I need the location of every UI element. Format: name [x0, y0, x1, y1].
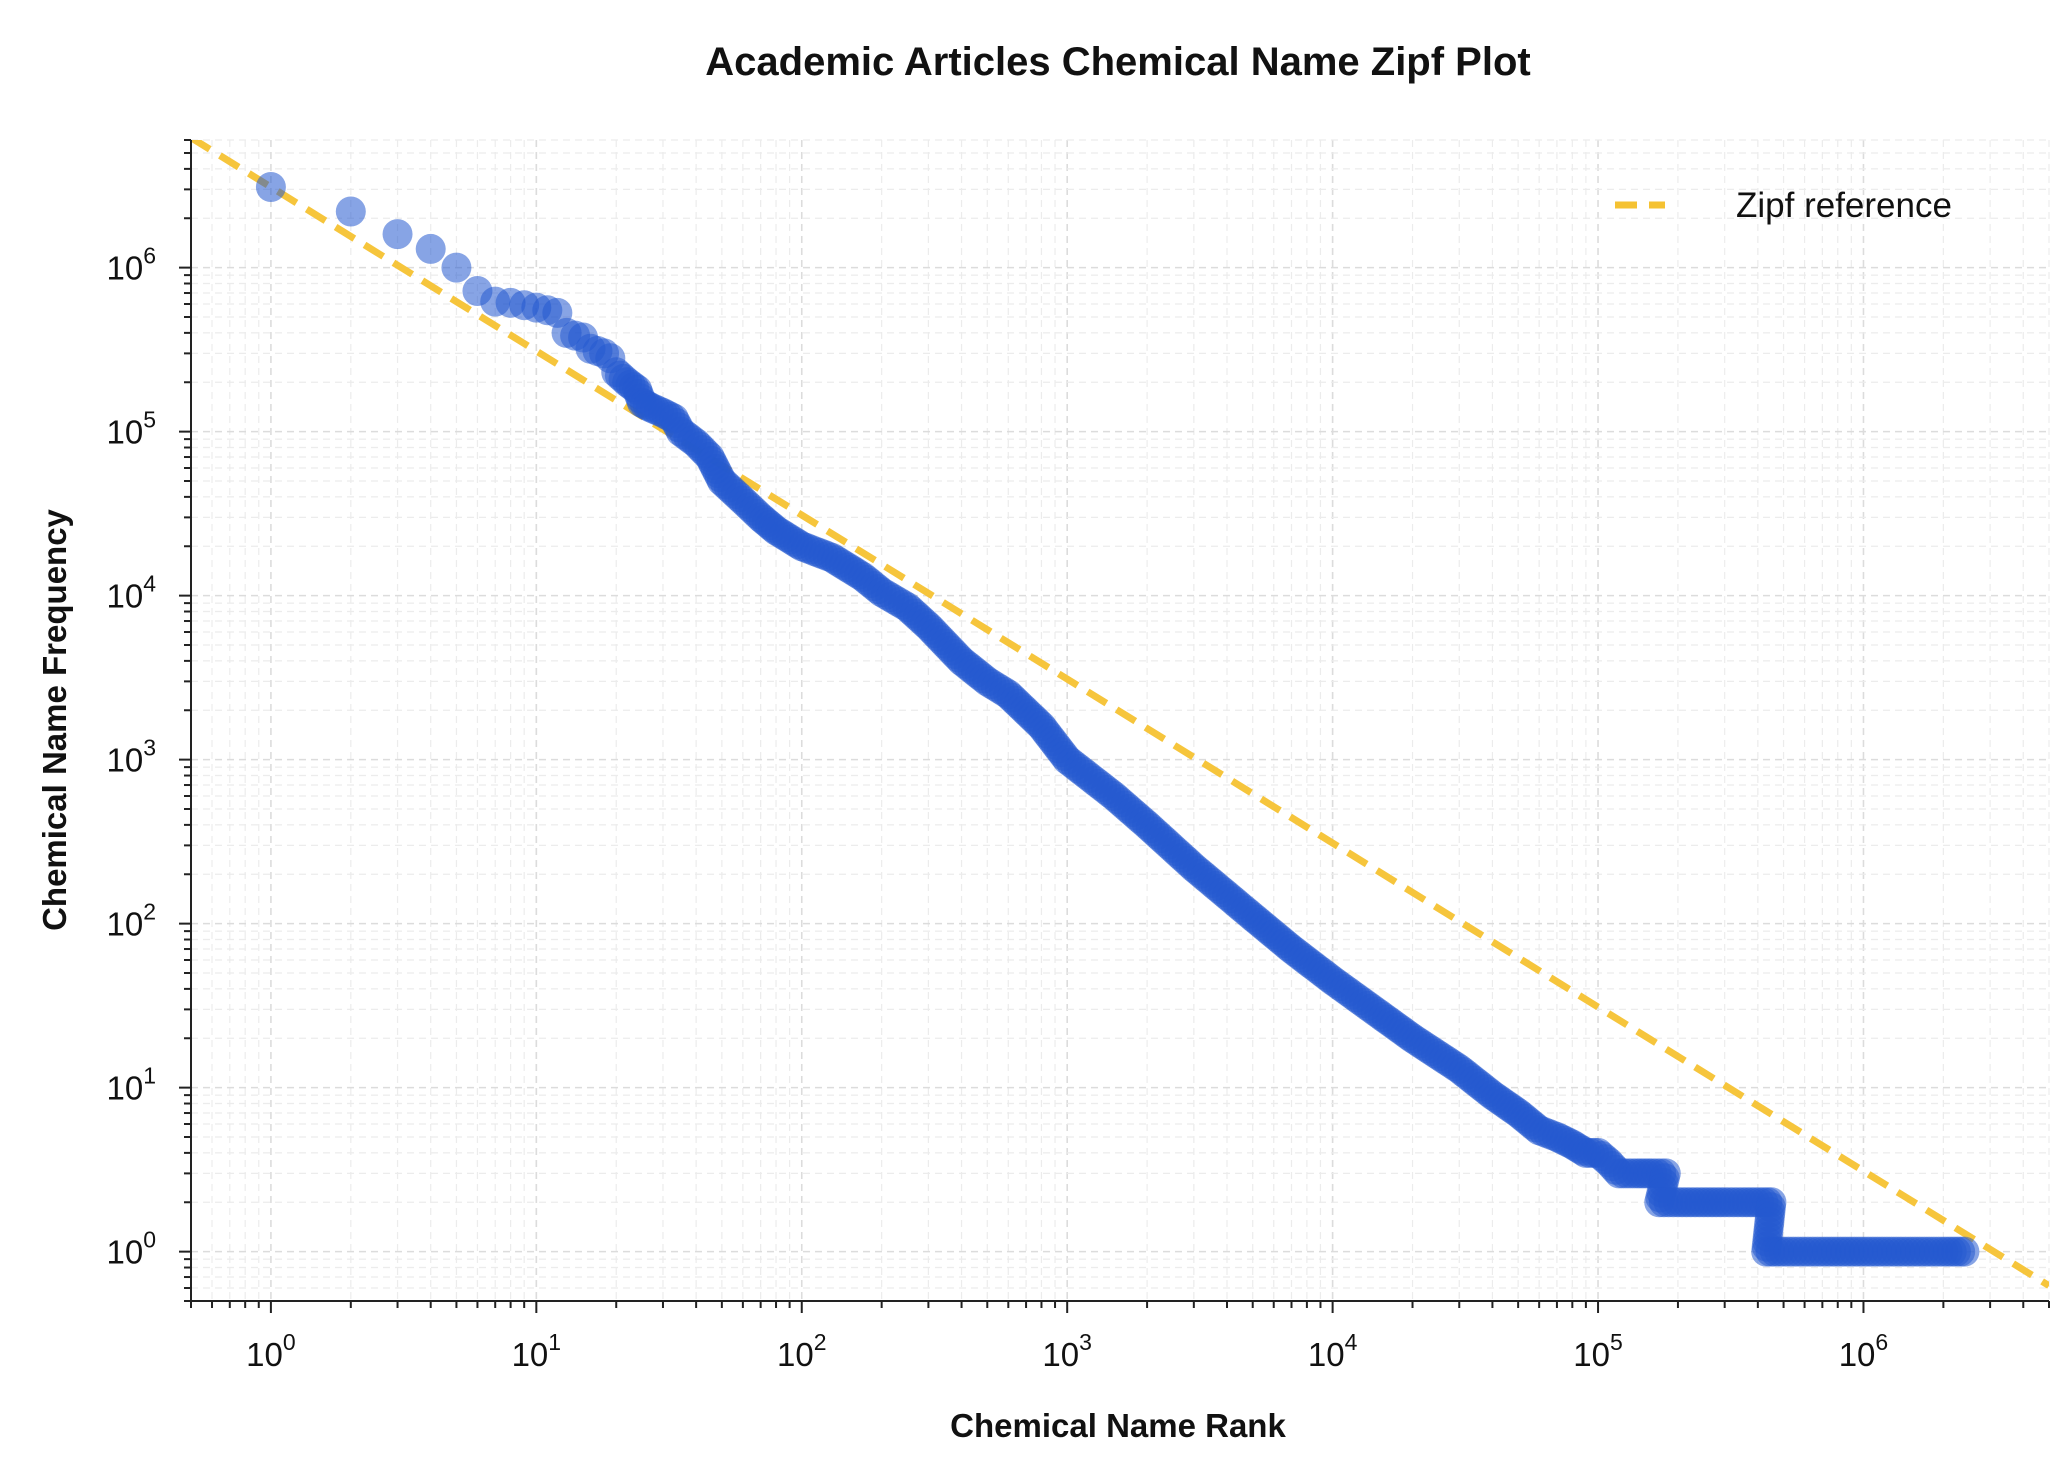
y-tick-exponent: 5 — [143, 407, 156, 433]
x-tick-exponent: 1 — [548, 1329, 561, 1355]
y-tick-label: 100 — [106, 1227, 156, 1271]
x-tick-exponent: 5 — [1610, 1329, 1623, 1355]
y-tick-base: 10 — [106, 578, 143, 615]
data-points — [255, 172, 1980, 1267]
zipf-reference-line — [191, 140, 2049, 1289]
y-tick-base: 10 — [106, 414, 143, 451]
x-tick-exponent: 6 — [1875, 1329, 1888, 1355]
y-tick-base: 10 — [106, 250, 143, 287]
axis-ticks: 100 101 102 103 104 105 1061001011021031041051… — [106, 139, 2050, 1373]
legend: Zipf reference — [1615, 186, 1952, 225]
y-tick-base: 10 — [106, 906, 143, 943]
grid — [190, 139, 2050, 1302]
x-tick-base: 10 — [246, 1336, 283, 1373]
legend-label-zipf-reference: Zipf reference — [1736, 186, 1952, 225]
data-point — [1949, 1236, 1980, 1267]
y-axis-label: Chemical Name Frequency — [36, 508, 73, 930]
x-tick-base: 10 — [1042, 1336, 1079, 1373]
y-tick-exponent: 2 — [143, 899, 156, 925]
y-tick-label: 106 — [106, 243, 156, 287]
x-tick-label: 102 — [777, 1329, 827, 1373]
y-tick-label: 102 — [106, 899, 156, 943]
y-tick-exponent: 4 — [143, 571, 156, 597]
y-tick-base: 10 — [106, 742, 143, 779]
x-tick-base: 10 — [1308, 1336, 1345, 1373]
data-point — [335, 196, 366, 227]
x-tick-base: 10 — [1839, 1336, 1876, 1373]
x-tick-exponent: 4 — [1345, 1329, 1358, 1355]
x-tick-label: 104 — [1308, 1329, 1358, 1373]
chart-title: Academic Articles Chemical Name Zipf Plo… — [705, 40, 1530, 84]
x-tick-label: 101 — [512, 1329, 562, 1373]
x-tick-base: 10 — [1573, 1336, 1610, 1373]
y-tick-label: 105 — [106, 407, 156, 451]
y-tick-exponent: 0 — [143, 1227, 156, 1253]
y-tick-label: 103 — [106, 735, 156, 779]
x-tick-base: 10 — [512, 1336, 549, 1373]
x-tick-label: 106 — [1839, 1329, 1889, 1373]
x-tick-label: 100 — [246, 1329, 296, 1373]
x-tick-label: 105 — [1573, 1329, 1623, 1373]
y-tick-exponent: 6 — [143, 243, 156, 269]
x-tick-exponent: 3 — [1079, 1329, 1092, 1355]
y-tick-exponent: 3 — [143, 735, 156, 761]
x-tick-label: 103 — [1042, 1329, 1092, 1373]
y-tick-base: 10 — [106, 1070, 143, 1107]
y-tick-label: 101 — [106, 1063, 156, 1107]
y-tick-base: 10 — [106, 1234, 143, 1271]
x-tick-exponent: 2 — [814, 1329, 827, 1355]
zipf-reference-layer — [191, 140, 2049, 1289]
x-axis-label: Chemical Name Rank — [950, 1407, 1286, 1444]
data-point — [382, 219, 413, 250]
x-tick-exponent: 0 — [283, 1329, 296, 1355]
x-tick-base: 10 — [777, 1336, 814, 1373]
data-point — [415, 233, 446, 264]
data-point — [441, 252, 472, 283]
data-point — [255, 172, 286, 203]
y-tick-label: 104 — [106, 571, 156, 615]
y-tick-exponent: 1 — [143, 1063, 156, 1089]
